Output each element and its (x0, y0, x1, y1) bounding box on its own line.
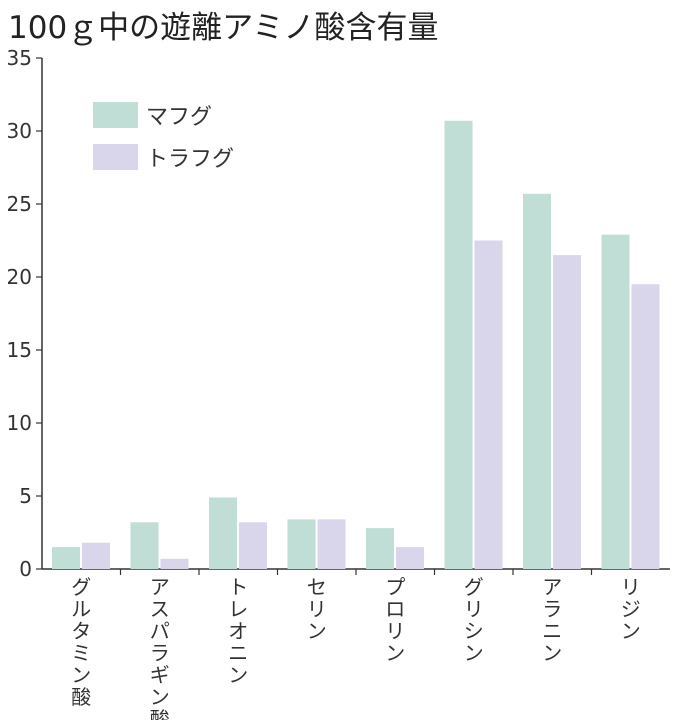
x-tick-label-char: タ (71, 619, 91, 643)
x-tick-label-char: ジ (621, 597, 641, 621)
x-tick-label: アラニン (542, 575, 562, 665)
legend-label: マフグ (146, 105, 212, 130)
x-tick-label-char: 酸 (150, 707, 170, 720)
bar-series-2 (474, 240, 503, 569)
x-tick-label-char: ス (150, 597, 170, 621)
y-tick-label: 30 (7, 119, 32, 143)
x-tick-label-char: パ (150, 619, 170, 643)
bar-series-2 (317, 519, 346, 569)
x-tick-label-char: ン (150, 685, 170, 709)
x-tick-label-char: シ (464, 619, 484, 643)
x-tick-label: プロリン (385, 575, 405, 665)
x-tick-label-char: ミ (71, 641, 91, 665)
x-tick-label: アスパラギン酸 (150, 575, 170, 720)
x-tick-label: セリン (307, 575, 327, 643)
x-tick-label-char: ロ (385, 597, 405, 621)
y-tick-label: 20 (7, 265, 32, 289)
x-tick-label-char: ア (150, 575, 170, 599)
bar-series-1 (52, 547, 80, 569)
x-tick-label-char: ニ (542, 619, 562, 643)
x-tick-label-char: ン (542, 641, 562, 665)
bar-series-2 (239, 522, 267, 569)
bar-series-2 (553, 255, 581, 569)
y-tick-label: 25 (7, 192, 32, 216)
x-tick-label-char: リ (385, 619, 405, 643)
y-tick-label: 15 (7, 338, 32, 362)
x-tick-label-char: ラ (542, 597, 562, 621)
x-tick-label-char: ニ (228, 641, 248, 665)
x-tick-label-char: リ (464, 597, 484, 621)
chart-title: 100ｇ中の遊離アミノ酸含有量 (8, 10, 439, 46)
x-tick-label-char: ン (228, 663, 248, 687)
bar-series-2 (631, 284, 660, 569)
bar-series-1 (209, 497, 237, 569)
y-tick-label: 35 (7, 46, 32, 70)
x-tick-label-char: プ (385, 575, 405, 599)
bars (52, 120, 660, 569)
x-tick-label-char: ン (307, 619, 327, 643)
x-tick-label-char: ラ (150, 641, 170, 665)
bar-series-2 (160, 558, 189, 569)
x-tick-label-char: ト (228, 575, 248, 599)
y-tick-label: 5 (19, 484, 32, 508)
x-tick-label-char: セ (307, 575, 327, 599)
legend-label: トラフグ (146, 147, 234, 172)
bar-series-2 (82, 542, 110, 569)
x-tick-label-char: ギ (150, 663, 170, 687)
x-tick-label-char: ン (71, 663, 91, 687)
x-tick-label-char: グ (464, 575, 484, 599)
x-tick-label-char: ン (621, 619, 641, 643)
legend-swatch (93, 102, 138, 128)
legend-swatch (93, 144, 138, 170)
x-tick-label: リジン (621, 575, 641, 643)
x-tick-label-char: レ (228, 597, 248, 621)
x-tick-label: グルタミン酸 (71, 575, 91, 709)
bar-series-1 (601, 234, 630, 569)
bar-series-1 (287, 519, 316, 569)
x-tick-label-char: ル (71, 597, 91, 621)
y-tick-label: 10 (7, 411, 32, 435)
x-tick-label-char: 酸 (71, 685, 91, 709)
x-tick-label-char: ン (464, 641, 484, 665)
x-tick-label-char: ア (542, 575, 562, 599)
bar-series-1 (523, 193, 551, 569)
x-tick-label-char: グ (71, 575, 91, 599)
bar-series-1 (444, 120, 473, 569)
y-tick-label: 0 (19, 557, 32, 581)
x-tick-label-char: リ (307, 597, 327, 621)
bar-series-2 (396, 547, 424, 569)
x-tick-label-char: リ (621, 575, 641, 599)
x-tick-label-char: ン (385, 641, 405, 665)
x-tick-label-char: オ (228, 619, 248, 643)
y-axis-ticks: 0 5 10 15 20 25 30 35 (7, 46, 42, 581)
bar-series-1 (130, 522, 159, 569)
bar-series-1 (366, 528, 394, 569)
x-tick-label: トレオニン (228, 575, 248, 687)
x-tick-label: グリシン (464, 575, 484, 665)
